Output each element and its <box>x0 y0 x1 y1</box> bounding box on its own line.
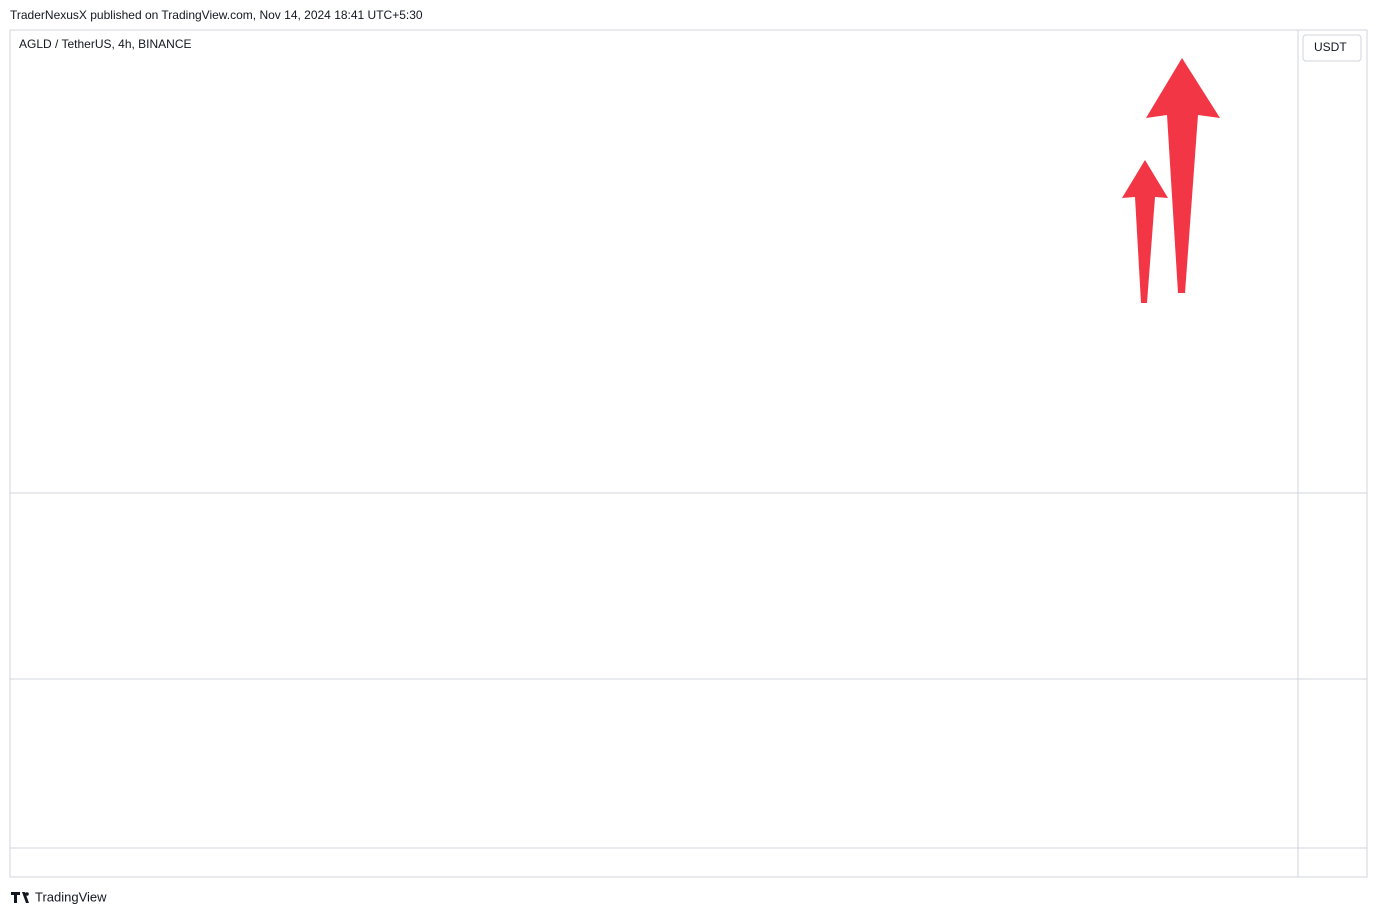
border <box>9 29 1368 878</box>
logo-mark <box>11 892 29 903</box>
annotation-arrows <box>1122 58 1220 303</box>
footer-brand: TradingView <box>35 889 107 904</box>
frame <box>9 29 1368 878</box>
currency-label[interactable]: USDT <box>1314 40 1347 54</box>
logo-dot <box>25 892 29 896</box>
currency-box[interactable] <box>1302 34 1362 62</box>
footer-logo <box>11 892 29 903</box>
publisher-header: TraderNexusX published on TradingView.co… <box>10 8 423 22</box>
arrow-small <box>1122 160 1168 303</box>
symbol-legend: AGLD / TetherUS, 4h, BINANCE <box>19 37 192 51</box>
arrow-large <box>1146 58 1220 293</box>
